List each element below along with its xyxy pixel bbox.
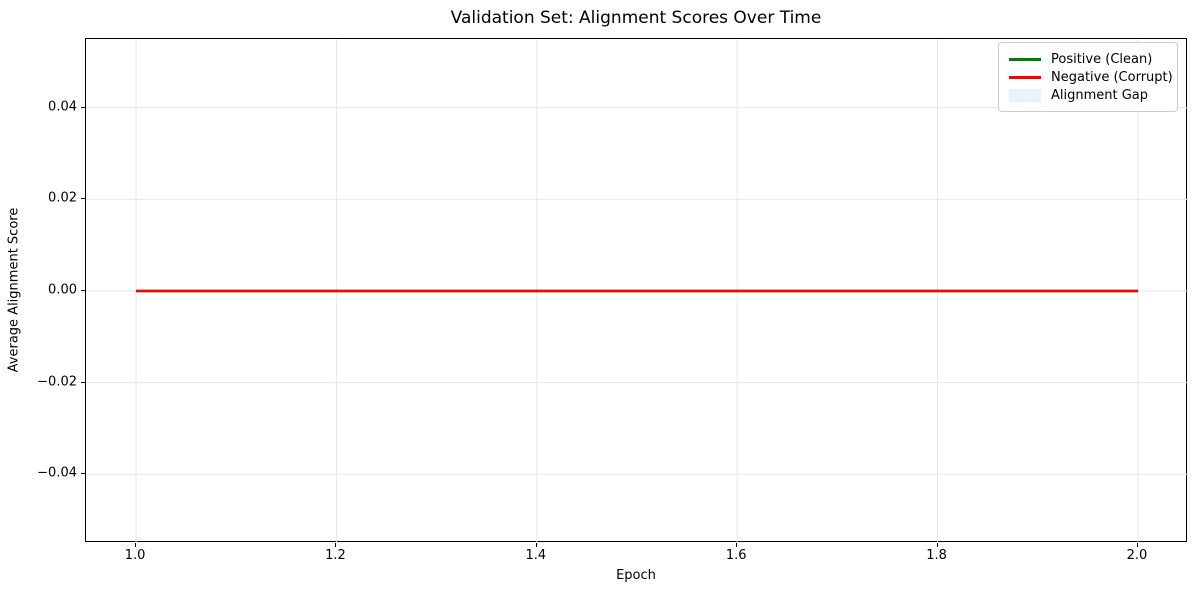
alignment-gap-patch-swatch (1009, 88, 1041, 102)
x-tick-label: 1.8 (926, 548, 947, 563)
y-tick-label: −0.02 (37, 374, 77, 390)
negative-line-swatch (1009, 75, 1041, 79)
x-tick-mark (1136, 543, 1138, 547)
y-tick-mark (81, 106, 85, 108)
plot-area (85, 38, 1188, 543)
x-tick-mark (736, 543, 738, 547)
y-tick-mark (81, 381, 85, 383)
x-tick-mark (936, 543, 938, 547)
legend-item-positive: Positive (Clean) (1009, 50, 1167, 68)
y-tick-label: 0.04 (48, 99, 77, 115)
y-tick-mark (81, 473, 85, 475)
positive-line-swatch (1009, 57, 1041, 61)
legend-item-gap: Alignment Gap (1009, 86, 1167, 104)
x-tick-label: 1.2 (325, 548, 346, 563)
x-tick-label: 1.6 (725, 548, 747, 563)
y-tick-label: −0.04 (37, 465, 77, 481)
plot-canvas (86, 39, 1188, 543)
legend-label-positive: Positive (Clean) (1051, 51, 1153, 67)
legend-label-gap: Alignment Gap (1051, 87, 1149, 103)
x-tick-mark (535, 543, 537, 547)
y-tick-mark (81, 290, 85, 291)
legend: Positive (Clean) Negative (Corrupt) Alig… (998, 42, 1178, 112)
legend-label-negative: Negative (Corrupt) (1051, 69, 1173, 85)
x-tick-mark (335, 543, 337, 547)
y-tick-mark (81, 198, 85, 200)
y-axis-label: Average Alignment Score (6, 207, 22, 373)
y-tick-label: 0.02 (48, 190, 77, 206)
x-tick-label: 1.4 (525, 548, 547, 563)
x-tick-label: 2.0 (1126, 548, 1148, 563)
legend-item-negative: Negative (Corrupt) (1009, 68, 1173, 86)
chart-title: Validation Set: Alignment Scores Over Ti… (450, 8, 822, 28)
x-tick-label: 1.0 (124, 548, 146, 563)
x-tick-mark (135, 543, 137, 547)
y-tick-label: 0.00 (48, 282, 77, 298)
x-axis-label: Epoch (616, 568, 656, 583)
